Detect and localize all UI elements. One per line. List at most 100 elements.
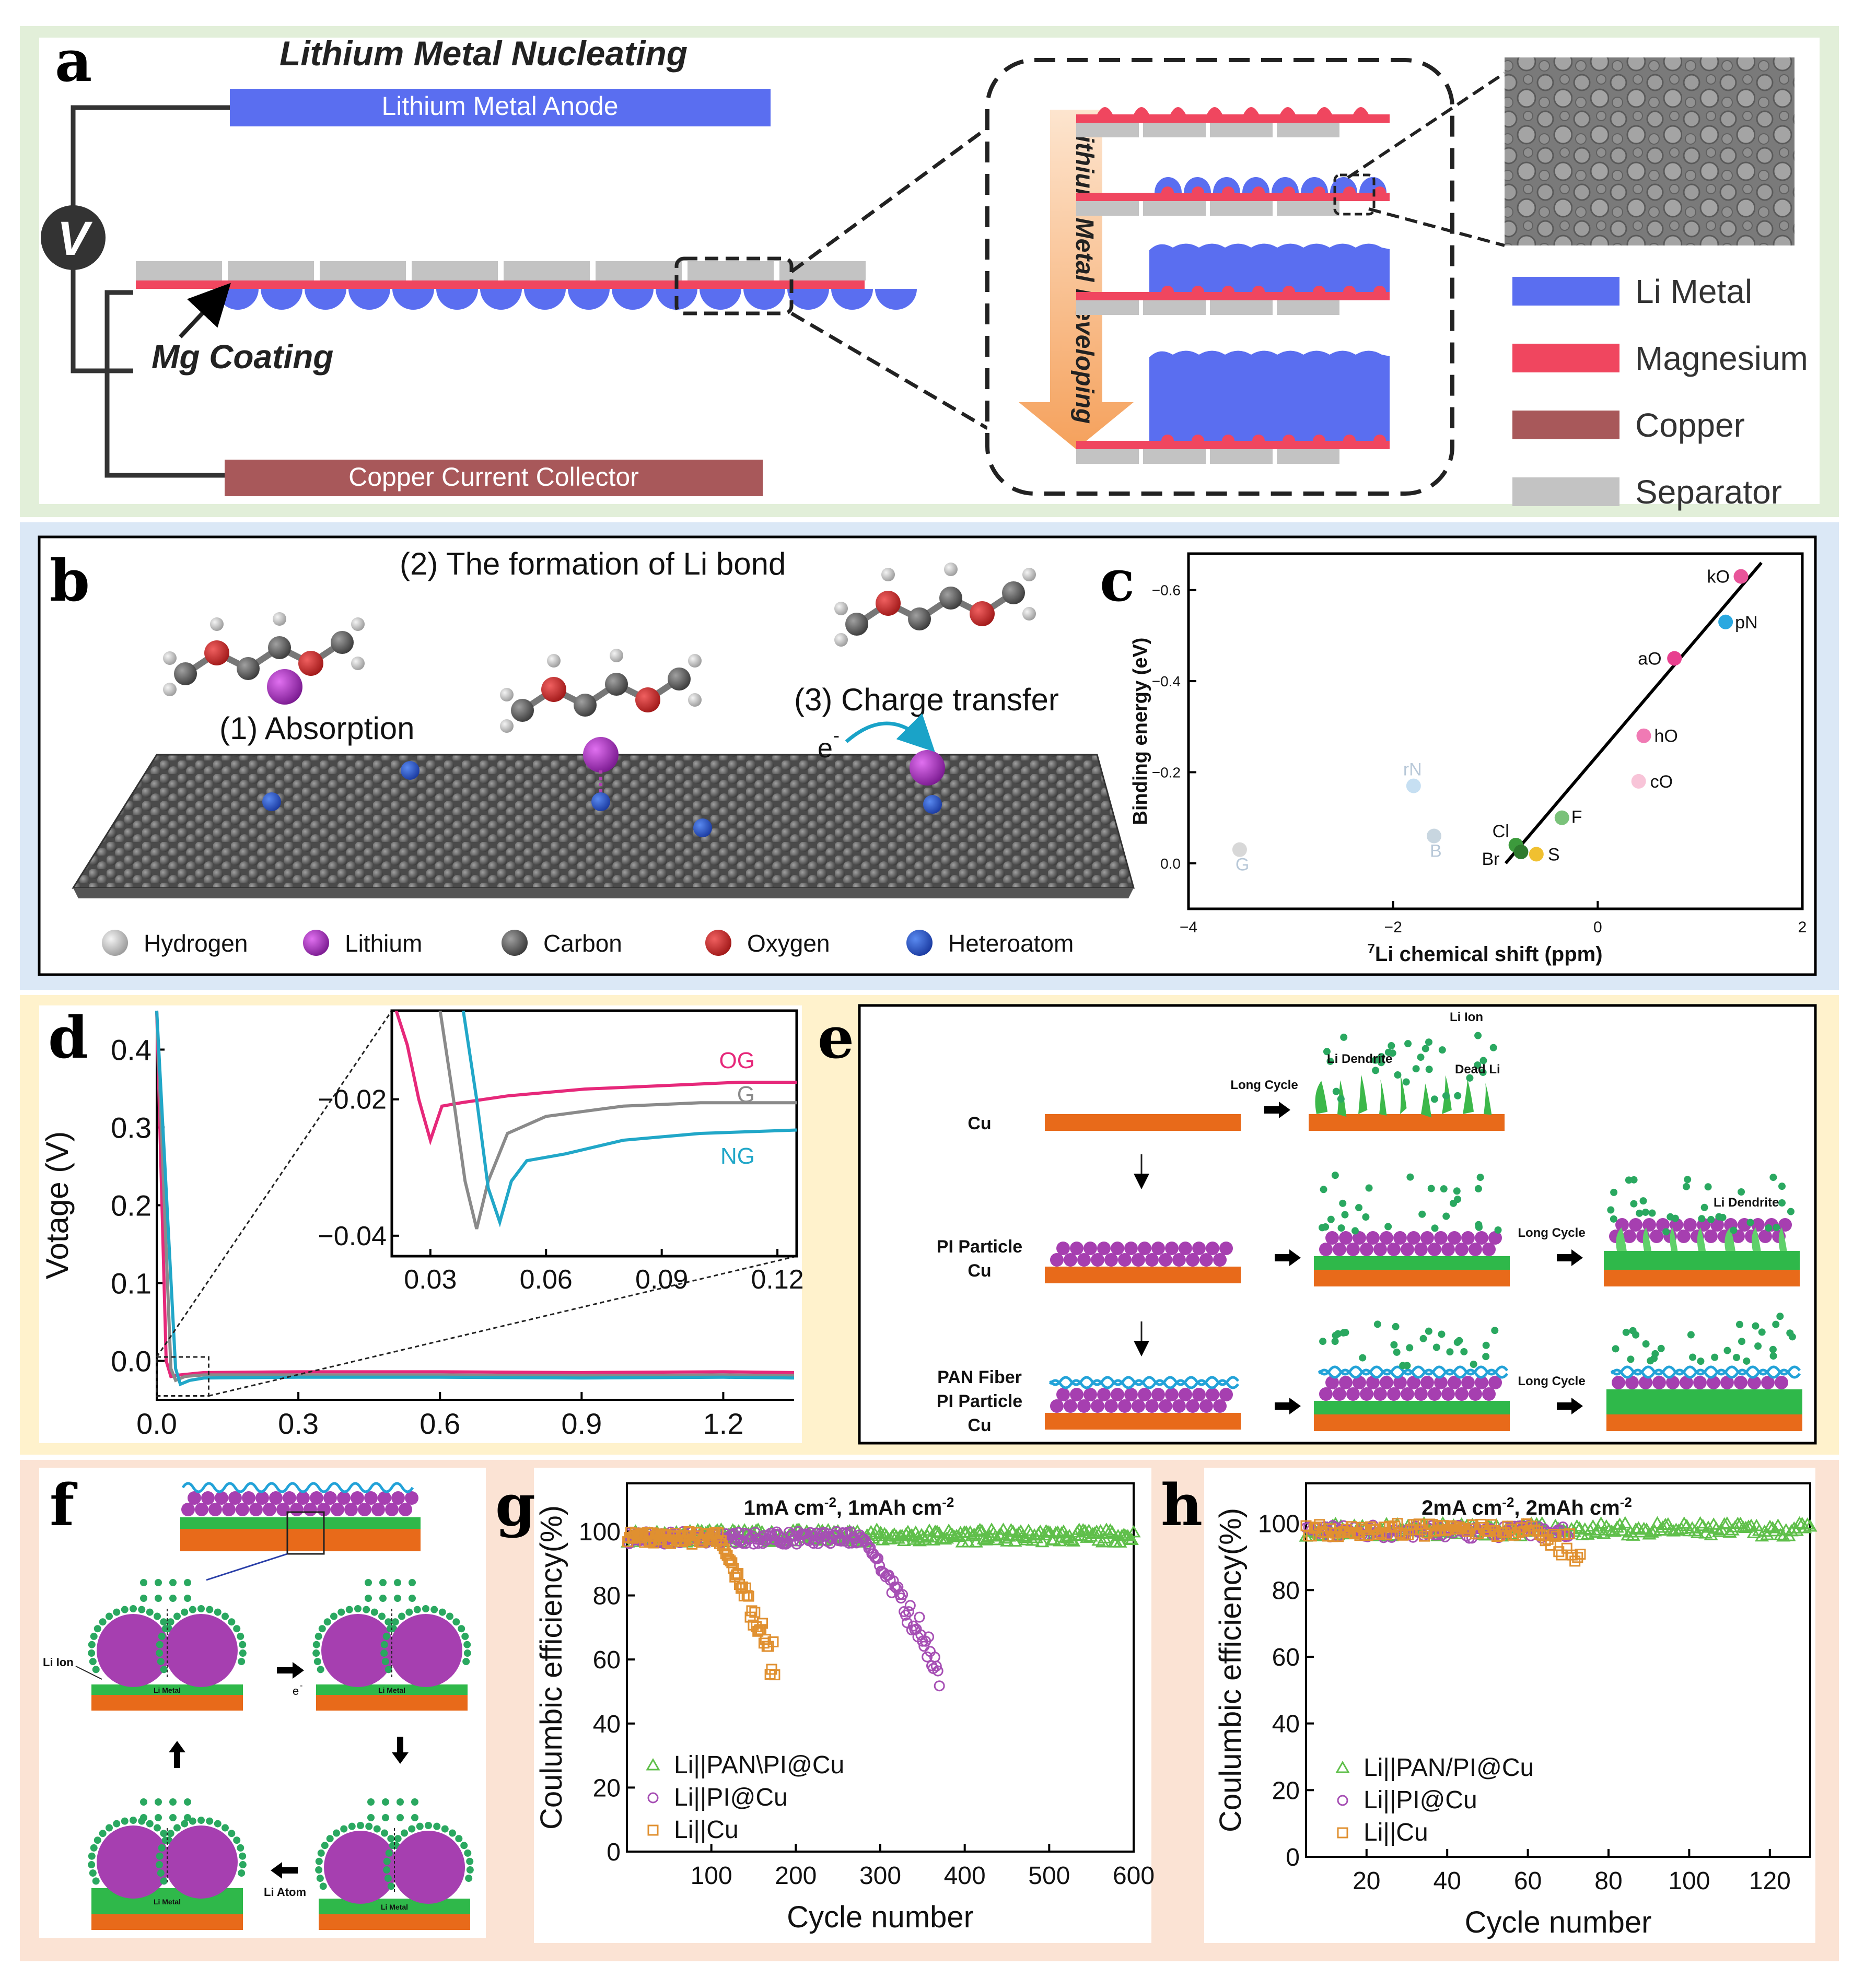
marker-pan-pi xyxy=(646,1758,660,1771)
li-ion xyxy=(1491,1327,1499,1335)
li-nucleus xyxy=(568,289,610,310)
li-ion xyxy=(1365,1184,1373,1192)
marker-cu xyxy=(760,1634,771,1645)
data-point-S xyxy=(1529,847,1544,862)
legend-label: Li||Cu xyxy=(674,1816,739,1844)
heteroatom xyxy=(693,818,712,837)
oxygen-atom xyxy=(970,601,995,626)
pi-particle xyxy=(1050,1253,1064,1267)
li-dendrite xyxy=(1670,1227,1678,1251)
li-ion xyxy=(1355,1204,1363,1212)
pi-particle xyxy=(358,1503,371,1516)
li-ion xyxy=(1746,1219,1754,1226)
li-ion xyxy=(317,1849,325,1857)
li-ion xyxy=(373,1825,381,1833)
pi-particle xyxy=(1441,1243,1455,1256)
legend-label: Magnesium xyxy=(1635,340,1808,377)
li-ion xyxy=(365,1595,372,1602)
li-nucleus xyxy=(261,289,302,310)
cu-layer xyxy=(1045,1114,1241,1131)
pi-particle xyxy=(1488,1376,1502,1389)
legend-atom-carbon xyxy=(502,930,528,956)
li-dendrite xyxy=(1778,1227,1787,1251)
separator-segments xyxy=(136,261,866,280)
zoom-region xyxy=(156,1356,209,1397)
li-ion xyxy=(1769,1352,1777,1360)
developing-label: Lithium Metal Developing xyxy=(1070,120,1098,424)
graphene-sheet-edge xyxy=(73,888,1134,898)
pi-particle xyxy=(1761,1376,1775,1389)
stage-mg-dot xyxy=(1313,286,1325,298)
li-ion xyxy=(1331,1338,1339,1345)
li-ion xyxy=(1454,1196,1462,1203)
separator-segment xyxy=(320,261,406,280)
marker-cu xyxy=(1547,1529,1559,1540)
li-ion xyxy=(1337,1095,1345,1103)
stage-separator xyxy=(1076,201,1139,216)
li-ion xyxy=(326,1835,334,1843)
row-label: PI Particle xyxy=(937,1391,1022,1411)
series-line-og xyxy=(155,1010,795,1378)
data-point-B xyxy=(1427,828,1441,844)
li-ion xyxy=(1723,1347,1731,1354)
li-metal-layer xyxy=(316,1684,468,1695)
cu-layer xyxy=(1604,1270,1800,1286)
li-ion xyxy=(1320,1186,1327,1193)
pi-particle xyxy=(1111,1242,1124,1255)
li-ion xyxy=(416,1822,424,1830)
marker-cu xyxy=(1413,1518,1425,1530)
li-ion xyxy=(1372,1067,1380,1074)
electron-label: e xyxy=(818,733,833,764)
pi-particle xyxy=(399,1503,412,1516)
y-tick-label: 0.0 xyxy=(111,1345,152,1378)
pi-particle xyxy=(1346,1243,1360,1256)
panel-a-label: a xyxy=(55,27,92,95)
marker-pi xyxy=(930,1660,942,1672)
li-metal-layer xyxy=(319,1899,470,1914)
marker-pi xyxy=(834,1534,845,1545)
cu-layer xyxy=(91,1914,243,1930)
marker-pan-pi xyxy=(973,1523,987,1535)
row-label: Cu xyxy=(968,1261,991,1281)
x-tick-label: 400 xyxy=(944,1862,986,1890)
marker-pi xyxy=(865,1542,876,1553)
row-label: PAN Fiber xyxy=(937,1367,1022,1387)
x-tick-label: 0.6 xyxy=(420,1407,460,1440)
electron-superscript: - xyxy=(300,1681,302,1690)
stage-mg-dot xyxy=(1192,186,1204,199)
marker-pan-pi xyxy=(961,1535,976,1548)
row-label: Cu xyxy=(968,1114,991,1133)
li-metal-layer xyxy=(1314,1256,1510,1270)
pi-particle xyxy=(222,1503,236,1516)
li-ion xyxy=(315,1866,323,1874)
marker-cu xyxy=(749,1607,761,1618)
lithium-anode-bar xyxy=(230,89,771,126)
li-ion xyxy=(157,1658,165,1666)
li-ion xyxy=(385,1849,393,1857)
pi-particle-large xyxy=(321,1614,394,1687)
pi-particle-large xyxy=(389,1614,462,1687)
pi-particle xyxy=(1693,1376,1707,1389)
marker-pan-pi xyxy=(1594,1516,1609,1529)
separator-segment xyxy=(136,261,222,280)
inset-zoom-line xyxy=(156,1010,393,1357)
li-ion xyxy=(89,1869,97,1877)
pi-particle xyxy=(1428,1243,1441,1256)
stage-separator xyxy=(1143,300,1206,315)
li-ion xyxy=(422,1605,429,1612)
x-tick-label: 0 xyxy=(1593,919,1602,936)
marker-cu xyxy=(740,1582,751,1594)
li-dendrite xyxy=(1379,1079,1387,1116)
pi-particle xyxy=(1448,1231,1461,1245)
x-tick-label: −2 xyxy=(1384,919,1402,936)
li-ion xyxy=(1778,1199,1786,1207)
marker-pi xyxy=(788,1535,799,1547)
inset-y-tick-label: −0.04 xyxy=(318,1221,387,1251)
li-ion xyxy=(1641,1208,1649,1216)
pi-particle xyxy=(1070,1388,1083,1401)
pi-particle xyxy=(1083,1388,1097,1401)
li-ion xyxy=(466,1857,474,1865)
li-dendrite xyxy=(1616,1227,1627,1251)
x-axis-superscript: 7 xyxy=(1367,941,1374,956)
inset-x-tick-label: 0.06 xyxy=(520,1265,573,1295)
